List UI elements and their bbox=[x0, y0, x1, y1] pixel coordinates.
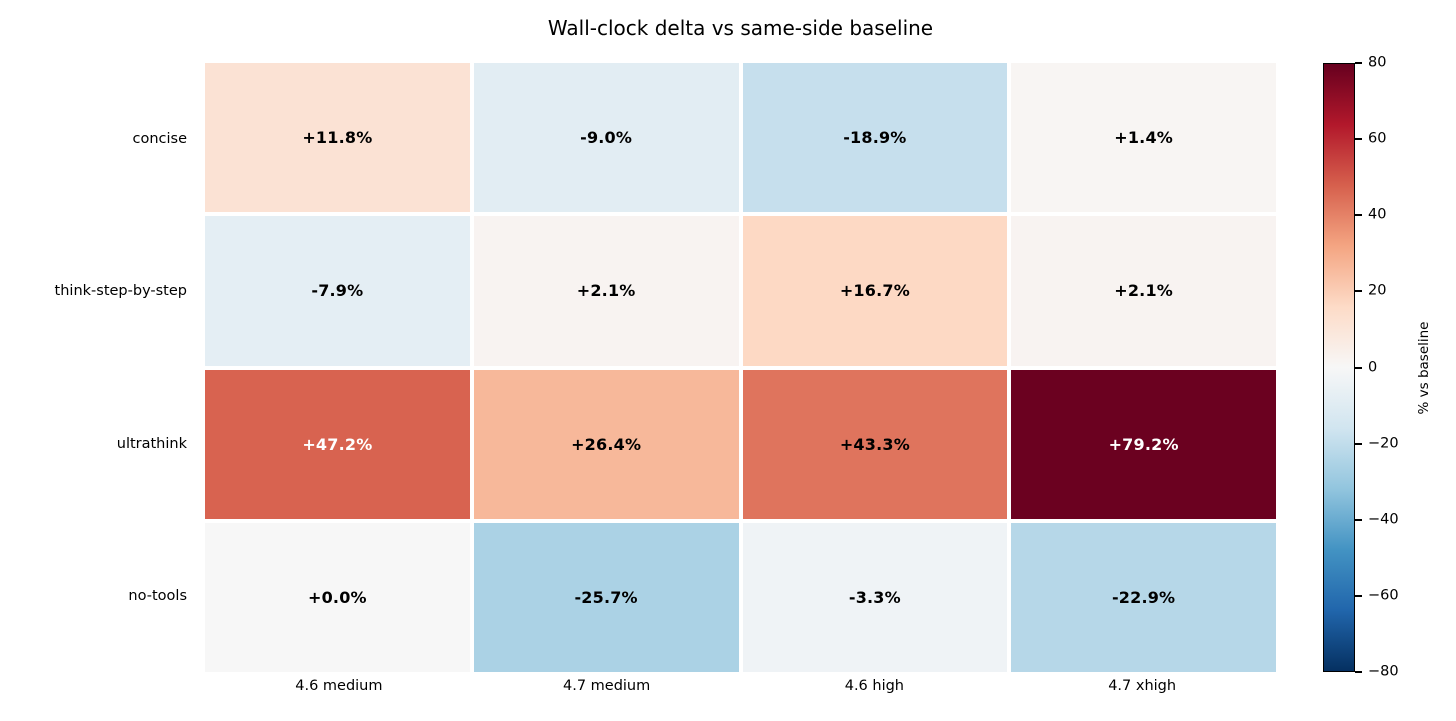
heatmap-cell-no-tools-4.7 xhigh: -22.9% bbox=[1011, 522, 1276, 672]
col-label-4.7 xhigh: 4.7 xhigh bbox=[1108, 678, 1177, 694]
heatmap-cell-ultrathink-4.6 medium: +47.2% bbox=[205, 369, 470, 519]
tick-label: 0 bbox=[1368, 359, 1378, 376]
row-label-ultrathink: ultrathink bbox=[116, 435, 187, 452]
row-label-concise: concise bbox=[132, 131, 187, 148]
col-label-4.6 medium: 4.6 medium bbox=[295, 678, 383, 694]
tick-mark bbox=[1355, 290, 1362, 293]
tick-label: −80 bbox=[1368, 663, 1399, 680]
heatmap-cell-concise-4.7 medium: -9.0% bbox=[473, 63, 739, 213]
heatmap-cell-think-step-by-step-4.6 high: +16.7% bbox=[742, 216, 1008, 366]
tick-mark bbox=[1355, 594, 1362, 597]
tick-label: 40 bbox=[1368, 206, 1387, 223]
x-axis-labels: 4.6 medium 4.7 medium 4.6 high 4.7 xhigh bbox=[205, 678, 1276, 694]
tick-mark bbox=[1355, 214, 1362, 217]
tick-label: 60 bbox=[1368, 130, 1387, 147]
heatmap-cell-concise-4.7 xhigh: +1.4% bbox=[1011, 63, 1276, 213]
cell-value: -3.3% bbox=[848, 587, 901, 607]
heatmap-cell-no-tools-4.7 medium: -25.7% bbox=[473, 522, 739, 672]
cell-value: +79.2% bbox=[1108, 434, 1179, 454]
cell-value: +0.0% bbox=[307, 587, 367, 607]
row-label-think-step-by-step: think-step-by-step bbox=[54, 283, 187, 300]
tick-label: 80 bbox=[1368, 54, 1387, 71]
tick-mark bbox=[1355, 366, 1362, 369]
cell-value: +16.7% bbox=[839, 281, 910, 301]
tick-label: 20 bbox=[1368, 283, 1387, 300]
heatmap-cell-no-tools-4.6 high: -3.3% bbox=[742, 522, 1008, 672]
tick-label: −20 bbox=[1368, 435, 1399, 452]
heatmap-grid: +11.8% -9.0% -18.9% +1.4% -7.9% +2.1% +16.7% +2… bbox=[205, 63, 1276, 672]
tick-mark bbox=[1355, 62, 1362, 64]
cell-value: +26.4% bbox=[571, 434, 642, 454]
heatmap-cell-ultrathink-4.6 high: +43.3% bbox=[742, 369, 1008, 519]
tick-label: −40 bbox=[1368, 511, 1399, 528]
tick-mark bbox=[1355, 138, 1362, 141]
cell-value: -7.9% bbox=[311, 281, 364, 301]
chart-title: Wall-clock delta vs same-side baseline bbox=[547, 16, 934, 40]
cell-value: -18.9% bbox=[843, 128, 907, 148]
cell-value: +47.2% bbox=[302, 434, 373, 454]
y-axis-labels: concise think-step-by-step ultrathink no-to… bbox=[0, 63, 196, 672]
heatmap-cell-ultrathink-4.7 xhigh: +79.2% bbox=[1011, 369, 1276, 519]
heatmap-cell-no-tools-4.6 medium: +0.0% bbox=[205, 522, 470, 672]
cell-value: +43.3% bbox=[839, 434, 910, 454]
tick-mark bbox=[1355, 671, 1362, 673]
colorbar-gradient bbox=[1323, 63, 1355, 672]
tick-label: −60 bbox=[1368, 587, 1399, 604]
cell-value: -25.7% bbox=[574, 587, 638, 607]
heatmap-cell-concise-4.6 medium: +11.8% bbox=[205, 63, 470, 213]
row-label-no-tools: no-tools bbox=[128, 587, 187, 604]
col-label-4.6 high: 4.6 high bbox=[844, 678, 905, 694]
heatmap-cell-ultrathink-4.7 medium: +26.4% bbox=[473, 369, 739, 519]
cell-value: -22.9% bbox=[1111, 587, 1176, 607]
cell-value: -9.0% bbox=[580, 128, 633, 148]
cell-value: +2.1% bbox=[1114, 281, 1174, 301]
cell-value: +1.4% bbox=[1114, 128, 1174, 148]
cell-value: +11.8% bbox=[302, 128, 373, 148]
cell-value: +2.1% bbox=[576, 281, 636, 301]
tick-mark bbox=[1355, 518, 1362, 521]
col-label-4.7 medium: 4.7 medium bbox=[562, 678, 651, 694]
colorbar-ticks: 80 60 40 20 0 −20 −40 −60 −80 bbox=[1355, 55, 1425, 680]
heatmap-cell-think-step-by-step-4.7 medium: +2.1% bbox=[473, 216, 739, 366]
heatmap-cell-concise-4.6 high: -18.9% bbox=[742, 63, 1008, 213]
heatmap-cell-think-step-by-step-4.6 medium: -7.9% bbox=[205, 216, 470, 366]
heatmap-cell-think-step-by-step-4.7 xhigh: +2.1% bbox=[1011, 216, 1276, 366]
tick-mark bbox=[1355, 442, 1362, 445]
colorbar-label: % vs baseline bbox=[1416, 321, 1432, 415]
